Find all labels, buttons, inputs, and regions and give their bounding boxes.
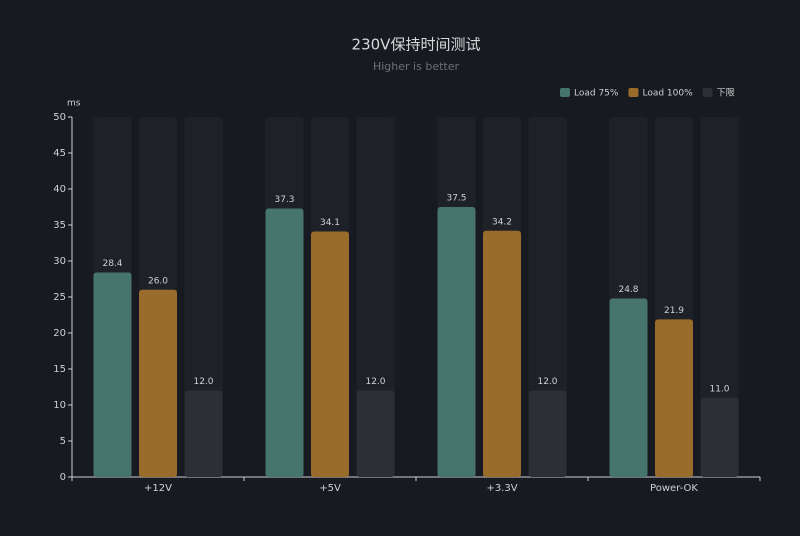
value-label: 37.5 [446,194,466,204]
bar [655,319,693,477]
bar-background [528,117,567,477]
value-label: 28.4 [102,259,122,269]
value-label: 12.0 [537,377,557,387]
value-label: 11.0 [709,384,729,394]
value-label: 34.1 [320,218,340,228]
value-label: 34.2 [492,217,512,227]
bar-background [700,117,739,477]
chart-subtitle: Higher is better [373,60,459,73]
y-tick-label: 0 [60,472,66,483]
bar [311,231,349,477]
y-axis-label: ms [67,99,81,109]
legend-label: Load 100% [642,89,693,99]
bar-background [184,117,223,477]
y-tick-label: 40 [53,184,66,195]
value-label: 26.0 [148,276,168,286]
y-tick-label: 10 [53,400,66,411]
bar [483,230,521,477]
bar [356,390,395,477]
y-tick-label: 20 [53,328,66,339]
bar [93,272,132,477]
bar [609,298,648,477]
bar [139,289,177,477]
bar [437,207,476,477]
x-tick-label: Power-OK [650,483,698,494]
legend-label: 下限 [717,88,735,99]
y-tick-label: 35 [53,220,66,231]
bar [528,390,567,477]
y-tick-label: 5 [60,436,66,447]
bar-background [356,117,395,477]
bar [700,397,739,477]
y-tick-label: 50 [53,112,66,123]
y-tick-label: 25 [53,292,66,303]
value-label: 12.0 [365,377,385,387]
value-label: 37.3 [274,195,294,205]
x-tick-label: +3.3V [486,483,517,494]
x-tick-label: +5V [319,483,341,494]
value-label: 12.0 [193,377,213,387]
y-tick-label: 30 [53,256,66,267]
x-tick-label: +12V [144,483,172,494]
bar [184,390,223,477]
bar [265,208,304,477]
y-tick-label: 45 [53,148,66,159]
legend-label: Load 75% [574,89,619,99]
value-label: 21.9 [664,306,684,316]
legend-swatch [702,88,713,97]
legend-swatch [628,88,639,97]
value-label: 24.8 [618,285,638,295]
chart-title: 230V保持时间测试 [352,36,481,54]
legend-swatch [560,88,570,97]
y-tick-label: 15 [53,364,66,375]
